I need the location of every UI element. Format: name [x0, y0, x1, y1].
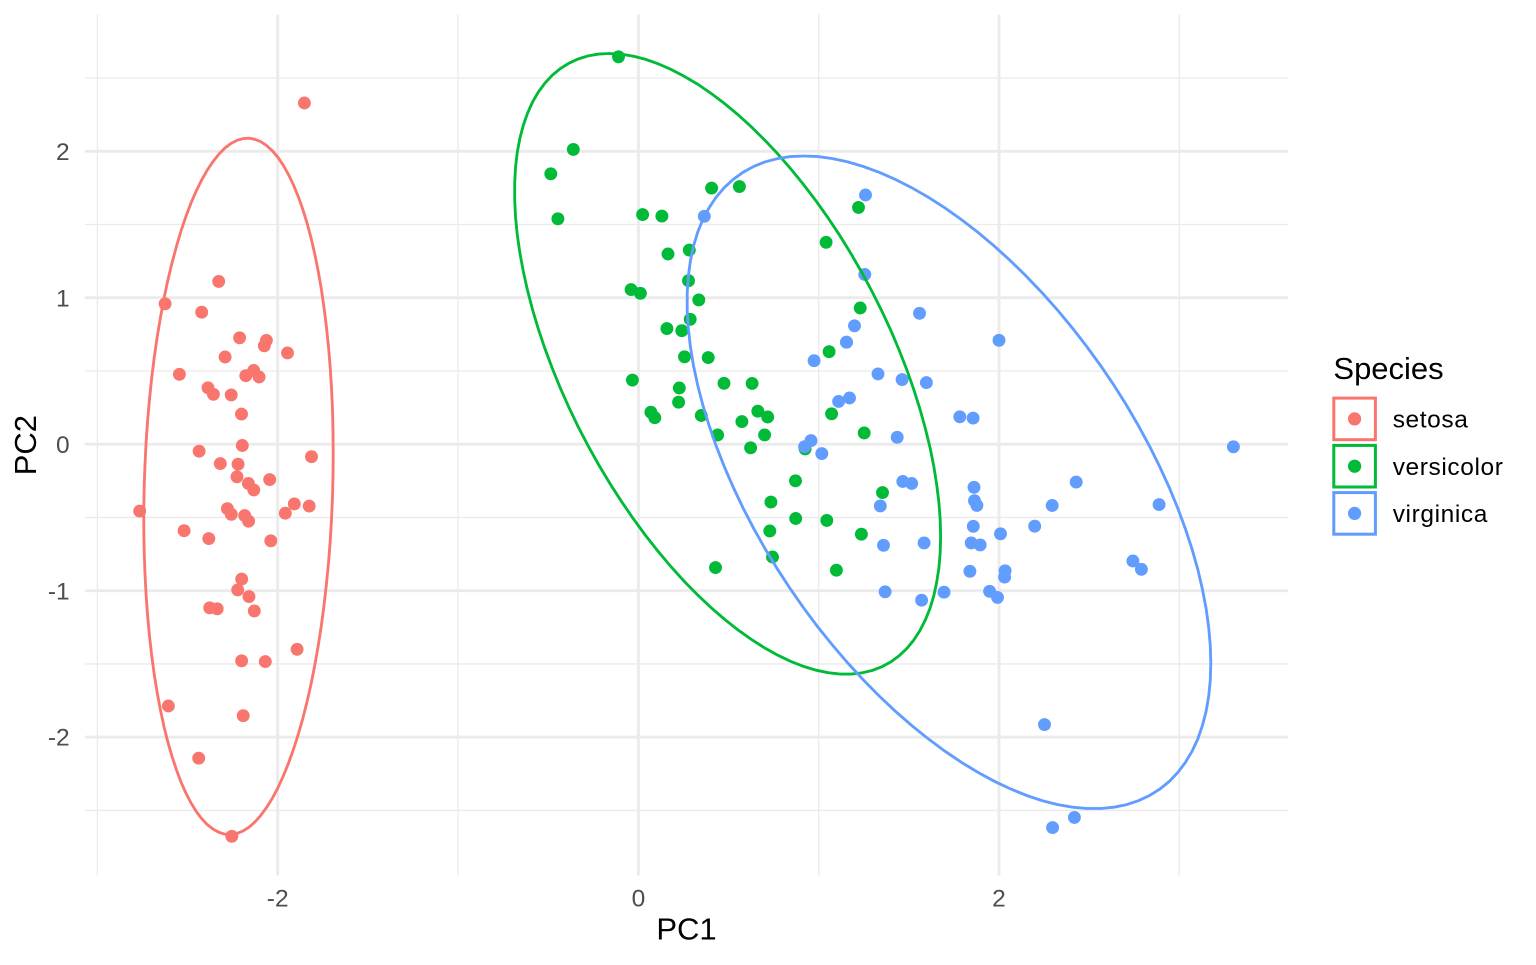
svg-text:0: 0: [632, 886, 646, 913]
svg-text:virginica: virginica: [1393, 501, 1488, 528]
svg-text:0: 0: [56, 432, 70, 459]
svg-text:2: 2: [56, 139, 70, 166]
svg-text:1: 1: [56, 285, 70, 312]
svg-text:-2: -2: [267, 886, 289, 913]
svg-text:versicolor: versicolor: [1393, 454, 1504, 481]
svg-text:PC1: PC1: [656, 911, 716, 946]
svg-text:2: 2: [992, 886, 1006, 913]
svg-text:-1: -1: [48, 578, 70, 605]
svg-text:PC2: PC2: [8, 415, 43, 475]
svg-text:setosa: setosa: [1393, 407, 1469, 434]
svg-text:Species: Species: [1333, 351, 1443, 386]
svg-text:-2: -2: [48, 725, 70, 752]
